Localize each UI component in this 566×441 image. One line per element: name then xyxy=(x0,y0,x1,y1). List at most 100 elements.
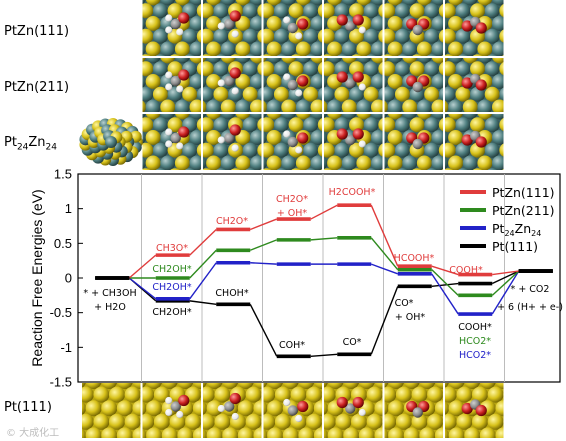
annotation-s2-red: CH2O* xyxy=(216,216,248,227)
adsorbate-atom xyxy=(283,130,291,138)
adsorbate-atom xyxy=(217,79,225,87)
adsorbate-atom xyxy=(224,401,235,412)
connector-PtZn211-1 xyxy=(189,249,217,279)
surface-tile xyxy=(384,383,443,438)
legend-label-Pt24Zn24: Pt24Zn24 xyxy=(492,221,541,238)
adsorbate-atom xyxy=(176,28,184,36)
annotation-s0-a: * + CH3OH xyxy=(83,288,136,299)
adsorbate-atom xyxy=(176,85,184,93)
adsorbate-atom xyxy=(287,22,298,34)
annotation-s0-b: + H2O xyxy=(94,302,126,313)
adsorbate-atom xyxy=(352,71,364,83)
adsorbate-atom xyxy=(176,142,184,150)
adsorbate-atom xyxy=(231,412,239,421)
connector-PtZn111-2 xyxy=(249,218,278,231)
surface-tile xyxy=(263,58,322,112)
surface-tile xyxy=(384,114,443,170)
adsorbate-atom xyxy=(352,396,364,409)
adsorbate-atom xyxy=(287,79,298,91)
surface-image-grid xyxy=(79,0,504,438)
adsorbate-atom xyxy=(461,402,473,415)
connector-Pt24Zn24-0 xyxy=(128,277,157,300)
adsorbate-atom xyxy=(412,81,423,93)
adsorbate-atom xyxy=(165,71,173,79)
connector-PtZn111-4 xyxy=(370,204,399,267)
legend-label-Pt111: Pt(111) xyxy=(492,239,538,254)
adsorbate-atom xyxy=(229,10,241,22)
adsorbate-atom xyxy=(170,18,181,30)
adsorbate-atom xyxy=(295,32,303,40)
annotation-s2-black: CHOH* xyxy=(215,288,248,299)
adsorbate-atom xyxy=(287,136,298,148)
surface-tile xyxy=(142,114,201,170)
adsorbate-atom xyxy=(412,138,423,150)
adsorbate-atom xyxy=(412,24,423,36)
connector-PtZn211-5 xyxy=(431,269,459,296)
adsorbate-atom xyxy=(352,128,364,140)
adsorbate-atom xyxy=(345,134,356,146)
adsorbate-atom xyxy=(336,14,348,26)
y-axis-label: Reaction Free Energies (eV) xyxy=(29,189,45,366)
adsorbate-atom xyxy=(475,404,487,417)
adsorbate-atom xyxy=(287,405,298,416)
watermark: © 大成化工 xyxy=(6,428,60,439)
connector-Pt111-2 xyxy=(249,304,278,357)
y-tick-label: 1.5 xyxy=(54,167,72,182)
connector-PtZn111-3 xyxy=(310,204,338,220)
surface-tile xyxy=(324,383,383,438)
surface-tile xyxy=(324,58,383,112)
surface-tile xyxy=(324,114,383,170)
adsorbate-atom xyxy=(165,408,173,417)
surface-tile xyxy=(203,58,262,112)
adsorbate-atom xyxy=(297,400,309,413)
adsorbate-atom xyxy=(336,71,348,83)
annotation-s4-red: H2COOH* xyxy=(329,187,376,198)
y-tick-label: -0.5 xyxy=(50,305,72,320)
surface-tile xyxy=(445,383,504,438)
adsorbate-atom xyxy=(295,89,303,97)
adsorbate-atom xyxy=(358,140,366,148)
annotation-s3-black: COH* xyxy=(279,340,305,351)
annotation-s1-black: CH2OH* xyxy=(152,307,191,318)
adsorbate-atom xyxy=(229,124,241,136)
legend-label-PtZn111: PtZn(111) xyxy=(492,185,555,200)
connector-Pt111-3 xyxy=(310,353,338,358)
connector-Pt111-5 xyxy=(431,282,459,288)
surface-tile xyxy=(384,58,443,112)
surface-tile xyxy=(203,383,262,438)
adsorbate-atom xyxy=(345,20,356,32)
annotation-s1-green: CH2OH* xyxy=(152,264,191,275)
adsorbate-atom xyxy=(352,14,364,26)
adsorbate-atom xyxy=(170,401,181,412)
connector-PtZn211-2 xyxy=(249,239,278,251)
surface-tile xyxy=(445,0,504,56)
connector-Pt111-4 xyxy=(370,286,399,355)
adsorbate-atom xyxy=(295,414,303,423)
connector-Pt24Zn24-4 xyxy=(371,263,398,275)
surface-tile xyxy=(384,0,443,56)
adsorbate-atom xyxy=(231,30,239,38)
legend-label-PtZn211: PtZn(211) xyxy=(492,203,555,218)
adsorbate-atom xyxy=(178,12,190,24)
adsorbate-atom xyxy=(178,126,190,138)
adsorbate-atom xyxy=(336,128,348,140)
annotation-s6-black: COOH* xyxy=(458,322,492,333)
adsorbate-atom xyxy=(475,136,487,148)
adsorbate-atom xyxy=(165,14,173,22)
connector-PtZn211-4 xyxy=(370,237,399,271)
surface-tile xyxy=(263,383,322,438)
surface-tile xyxy=(263,0,322,56)
connector-PtZn211-3 xyxy=(310,237,338,241)
annotation-s6-blue: HCO2* xyxy=(459,350,491,361)
annotation-s5-red: HCOOH* xyxy=(394,253,435,264)
adsorbate-atom xyxy=(475,79,487,91)
annotation-s5-black-a: CO* xyxy=(395,298,414,309)
adsorbate-atom xyxy=(165,83,173,91)
connector-Pt24Zn24-6 xyxy=(491,270,520,315)
adsorbate-atom xyxy=(217,136,225,144)
adsorbate-atom xyxy=(165,128,173,136)
row-label-ptzn211: PtZn(211) xyxy=(4,80,70,95)
adsorbate-atom xyxy=(345,77,356,89)
adsorbate-atom xyxy=(217,404,225,413)
